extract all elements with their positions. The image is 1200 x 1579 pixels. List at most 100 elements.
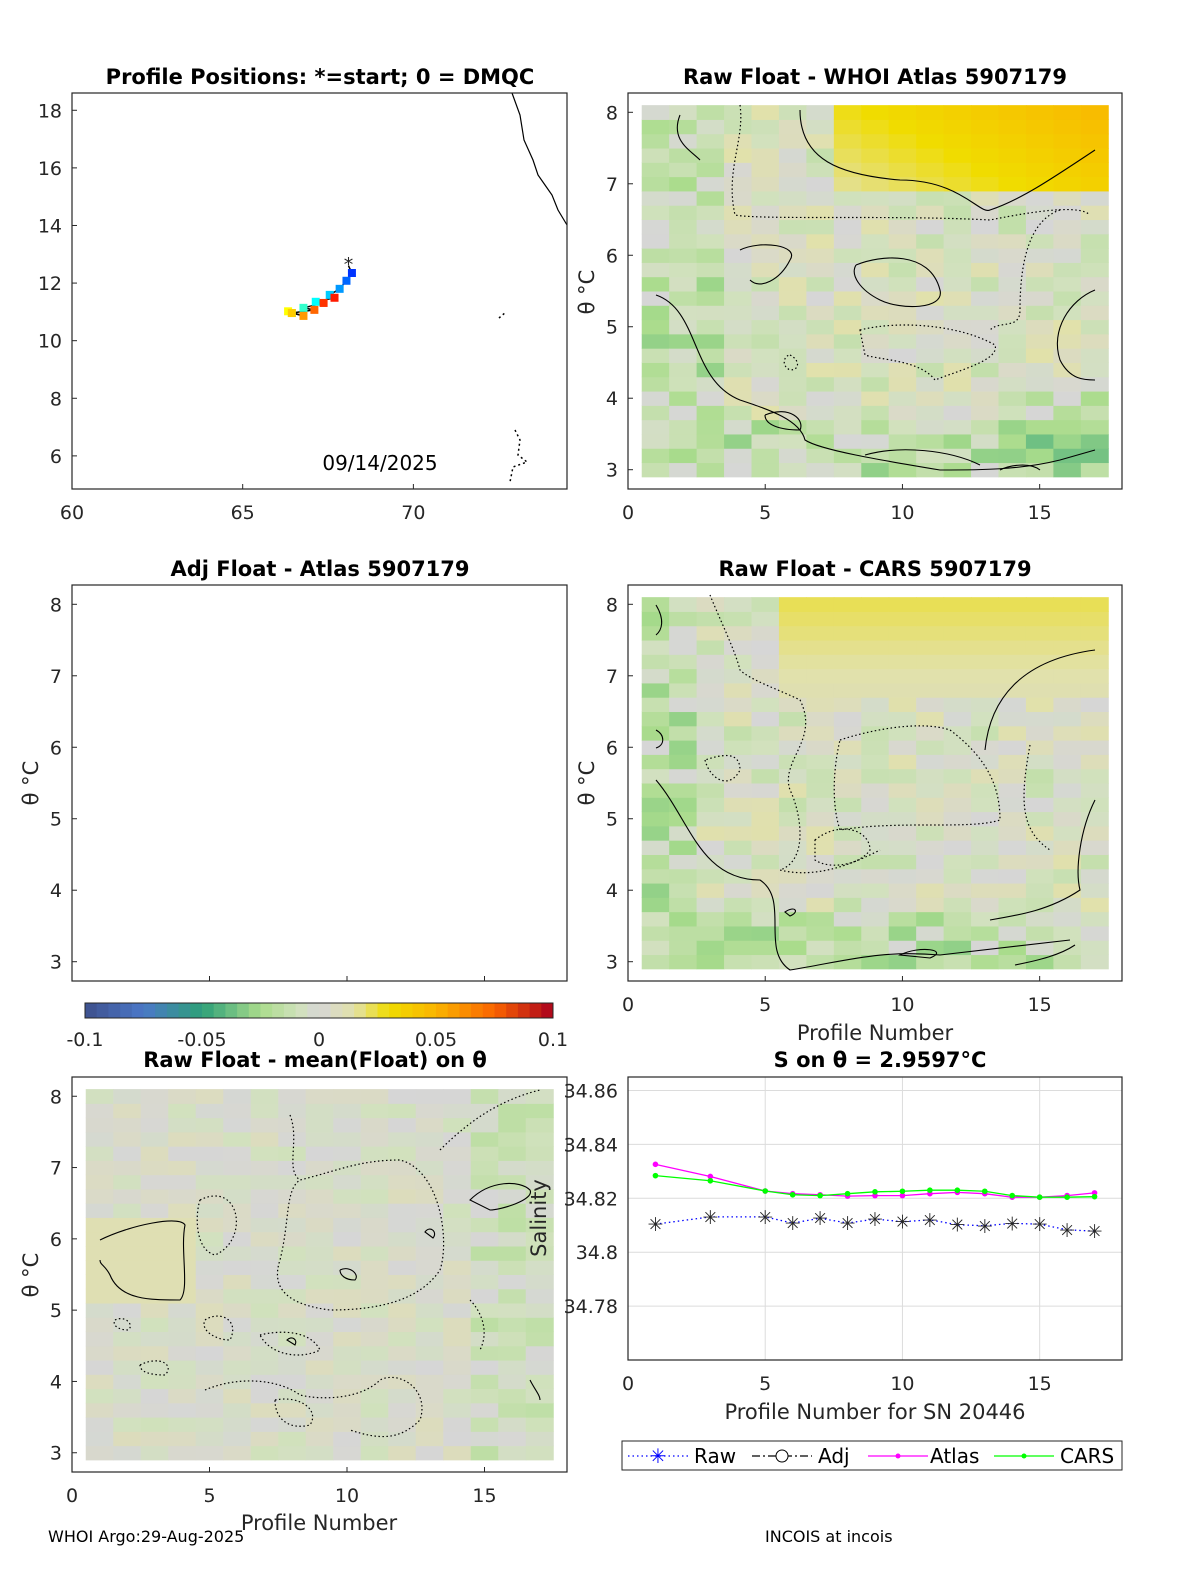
heatmap-cell	[498, 1274, 527, 1290]
heatmap-cell	[1080, 654, 1109, 670]
heatmap-cell	[916, 105, 945, 120]
heatmap-cell	[971, 319, 999, 335]
heatmap-cell	[1053, 668, 1082, 684]
colorbar-cell	[283, 1003, 297, 1018]
heatmap-cell	[806, 291, 835, 306]
heatmap-cell	[998, 754, 1027, 770]
heatmap-cell	[888, 148, 917, 163]
heatmap-cell	[470, 1288, 499, 1304]
heatmap-cell	[833, 162, 862, 178]
heatmap-cell	[751, 433, 780, 449]
heatmap-cell	[724, 868, 752, 884]
x-tick-label: 0	[66, 1485, 78, 1507]
heatmap-cell	[1053, 640, 1082, 655]
heatmap-cell	[470, 1431, 499, 1447]
heatmap-cell	[696, 654, 725, 670]
heatmap-cell	[916, 897, 945, 913]
heatmap-cell	[943, 219, 972, 235]
heatmap-cell	[916, 954, 945, 970]
heatmap-cell	[861, 433, 890, 449]
colorbar-cell	[248, 1003, 261, 1018]
heatmap-cell	[778, 291, 807, 306]
heatmap-cell	[943, 754, 972, 770]
heatmap-cell	[778, 190, 807, 206]
heatmap-cell	[696, 119, 725, 135]
heatmap-cell	[1025, 811, 1054, 827]
colorbar-cell	[307, 1003, 320, 1018]
heatmap-cell	[1025, 119, 1054, 135]
heatmap-cell	[85, 1146, 114, 1161]
heatmap-cell	[1053, 954, 1082, 970]
heatmap-cell	[1080, 305, 1109, 321]
heatmap-cell	[806, 176, 835, 192]
heatmap-cell	[778, 262, 807, 278]
heatmap-cell	[223, 1174, 252, 1190]
y-tick-label: 7	[50, 1158, 62, 1180]
heatmap-cell	[778, 233, 807, 249]
heatmap-cell	[443, 1317, 472, 1333]
heatmap-cell	[888, 391, 917, 406]
heatmap-cell	[778, 205, 807, 221]
heatmap-cell	[669, 868, 698, 884]
heatmap-cell	[806, 376, 835, 392]
raw-point: ✳	[757, 1207, 773, 1229]
heatmap-cell	[168, 1103, 197, 1119]
heatmap-cell	[998, 783, 1027, 798]
heatmap-cell	[943, 611, 972, 627]
heatmap-cell	[388, 1402, 417, 1418]
colorbar-cell	[517, 1003, 531, 1018]
heatmap-cell	[998, 697, 1027, 713]
heatmap-cell	[751, 233, 780, 249]
heatmap-cell	[669, 333, 698, 349]
heatmap-cell	[833, 119, 862, 135]
heatmap-cell	[525, 1089, 554, 1104]
heatmap-cell	[278, 1117, 307, 1133]
heatmap-cell	[833, 148, 862, 163]
y-tick-label: 16	[38, 158, 62, 180]
heatmap-cell	[943, 233, 972, 249]
y-tick-label: 4	[50, 880, 62, 902]
heatmap-cell	[861, 119, 890, 135]
heatmap-cell	[1080, 233, 1109, 249]
heatmap-cell	[1025, 205, 1054, 221]
heatmap-cell	[278, 1417, 307, 1432]
heatmap-cell	[971, 668, 999, 684]
heatmap-cell	[778, 597, 807, 612]
heatmap-cell	[669, 682, 698, 698]
heatmap-cell	[443, 1188, 472, 1204]
heatmap-cell	[998, 462, 1027, 478]
heatmap-cell	[943, 654, 972, 670]
heatmap-cell	[168, 1117, 197, 1133]
heatmap-cell	[360, 1331, 389, 1347]
heatmap-cell	[696, 754, 725, 770]
heatmap-cell	[751, 740, 780, 755]
heatmap-cell	[113, 1274, 142, 1290]
heatmap-cell	[1053, 597, 1082, 612]
heatmap-cell	[470, 1160, 499, 1176]
heatmap-cell	[1053, 133, 1082, 149]
heatmap-cell	[888, 597, 917, 612]
heatmap-cell	[778, 940, 807, 956]
heatmap-cell	[1080, 105, 1109, 120]
heatmap-cell	[1025, 448, 1054, 464]
heatmap-cell	[113, 1331, 142, 1347]
heatmap-cell	[470, 1303, 499, 1318]
heatmap-cell	[278, 1303, 307, 1318]
heatmap-cell	[443, 1374, 472, 1390]
heatmap-cell	[1080, 811, 1109, 827]
heatmap-cell	[168, 1445, 197, 1461]
heatmap-cell	[696, 854, 725, 870]
x-tick-label: 5	[203, 1485, 215, 1507]
heatmap-cell	[861, 625, 890, 641]
heatmap-cell	[470, 1388, 499, 1404]
heatmap-cell	[1053, 205, 1082, 221]
heatmap-cell	[806, 333, 835, 349]
heatmap-cell	[806, 205, 835, 221]
heatmap-cell	[333, 1303, 362, 1318]
heatmap-cell	[751, 940, 780, 956]
heatmap-cell	[888, 883, 917, 898]
heatmap-cell	[641, 248, 670, 263]
heatmap-cell	[1080, 176, 1109, 192]
colorbar-cell	[330, 1003, 343, 1018]
heatmap-cell	[333, 1089, 362, 1104]
